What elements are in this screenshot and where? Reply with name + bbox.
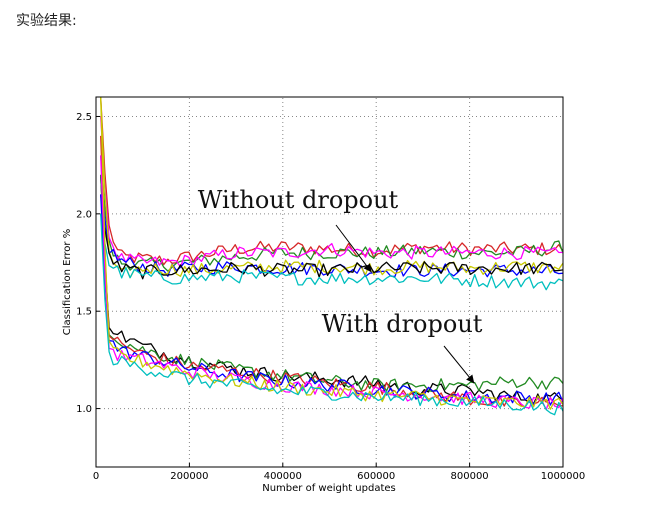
x-tick-label: 1000000 xyxy=(541,471,586,482)
plot-frame xyxy=(95,96,564,468)
without-dropout-series-line xyxy=(100,194,563,280)
annotations: Without dropout With dropout xyxy=(198,186,483,384)
annotation-arrowhead xyxy=(466,374,475,384)
annotation-arrow xyxy=(443,345,475,384)
without-dropout-series-line xyxy=(100,213,563,291)
y-tick-label: 1.0 xyxy=(76,404,92,415)
y-tick-label: 2.0 xyxy=(76,209,92,220)
x-tick-label: 200000 xyxy=(170,471,208,482)
with-dropout-series-line xyxy=(100,194,563,406)
annotation-label: With dropout xyxy=(322,310,483,338)
y-tick-label: 1.5 xyxy=(76,307,92,318)
page-caption: 实验结果: xyxy=(16,13,77,29)
with-dropout-series-line xyxy=(100,213,563,416)
x-tick-label: 800000 xyxy=(451,471,489,482)
x-tick-label: 0 xyxy=(93,471,99,482)
without-dropout-series-line xyxy=(100,116,563,268)
without-dropout-series-line xyxy=(100,97,563,266)
plot-background xyxy=(96,97,563,467)
x-axis-label: Number of weight updates xyxy=(262,483,396,494)
series-lines xyxy=(100,97,563,416)
x-tick-label: 600000 xyxy=(357,471,395,482)
grid xyxy=(96,97,563,467)
annotation-arrowhead xyxy=(363,263,372,273)
y-tick-label: 2.5 xyxy=(76,112,92,123)
annotation-arrow xyxy=(335,224,372,273)
annotation-label: Without dropout xyxy=(198,186,399,214)
y-axis-label: Classification Error % xyxy=(62,229,73,335)
x-tick-label: 400000 xyxy=(264,471,302,482)
with-dropout-series-line xyxy=(100,97,563,410)
ticks: 0 200000 400000 600000 800000 1000000 1.0 1.5 2.… xyxy=(76,112,585,482)
with-dropout-series-line xyxy=(100,155,563,411)
